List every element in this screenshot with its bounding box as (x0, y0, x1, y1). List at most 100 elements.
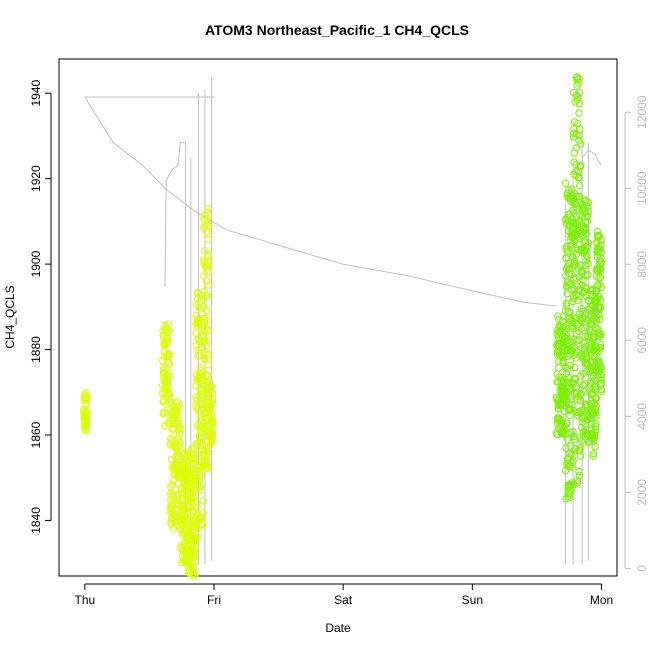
data-point (587, 420, 596, 428)
y2-tick-label: 10000 (635, 171, 649, 205)
data-point (561, 334, 570, 342)
data-point (186, 550, 195, 558)
data-point (573, 479, 582, 487)
data-point (166, 507, 174, 516)
data-point (196, 473, 204, 481)
data-point (195, 486, 203, 494)
data-point (572, 250, 581, 258)
data-point (209, 429, 217, 438)
secondary-line-early (164, 142, 186, 288)
data-point (578, 350, 586, 358)
data-point (573, 282, 581, 290)
data-point (208, 437, 216, 445)
data-point (565, 307, 573, 316)
data-point (596, 304, 604, 312)
data-point (563, 281, 571, 290)
data-point (193, 524, 201, 533)
data-point (207, 400, 216, 408)
data-point (175, 424, 184, 433)
data-point (563, 364, 572, 373)
data-point (192, 300, 200, 308)
data-point (574, 119, 582, 128)
data-point (207, 405, 215, 413)
data-point (200, 215, 208, 223)
data-point (164, 349, 173, 358)
data-point (575, 99, 583, 108)
data-point (581, 224, 589, 232)
data-point (575, 136, 583, 145)
data-point (202, 306, 211, 315)
data-point (563, 278, 572, 286)
data-point (573, 476, 581, 485)
y-tick-label: 1880 (29, 336, 43, 363)
data-point (581, 219, 589, 227)
data-point (577, 304, 586, 313)
data-point (587, 399, 595, 408)
data-point (82, 426, 90, 435)
data-point (167, 455, 176, 464)
y-tick-label: 1860 (29, 421, 43, 448)
data-point (193, 422, 201, 430)
data-point (205, 389, 213, 398)
data-point (563, 289, 571, 298)
data-point (582, 400, 591, 408)
data-point (595, 281, 603, 289)
data-point (563, 213, 572, 222)
data-point (81, 426, 89, 434)
data-point (597, 364, 606, 372)
data-point (161, 383, 170, 392)
data-point (554, 312, 562, 320)
data-point (195, 369, 204, 378)
data-point (565, 489, 574, 498)
data-point (569, 457, 577, 465)
data-point (201, 259, 209, 267)
data-point (196, 394, 205, 402)
data-point (562, 390, 571, 398)
data-point (81, 407, 89, 415)
data-point (579, 354, 587, 363)
data-point (577, 267, 586, 275)
y-axis: 1840 1860 1880 1900 1920 1940 (29, 80, 52, 534)
data-point (575, 78, 583, 87)
data-point (570, 228, 578, 237)
data-point (200, 447, 208, 456)
data-point (159, 367, 167, 375)
data-point (82, 415, 90, 424)
data-point (196, 512, 204, 520)
y-tick-label: 1920 (29, 165, 43, 192)
data-point (202, 371, 210, 380)
data-point (566, 449, 574, 458)
data-point (192, 440, 201, 448)
data-point (595, 347, 603, 355)
data-point (79, 405, 88, 414)
data-point (577, 324, 586, 333)
data-point (597, 376, 605, 384)
data-point (204, 258, 212, 266)
data-point (561, 307, 570, 315)
x-axis: Thu Fri Sat Sun Mon (74, 583, 613, 607)
data-point (571, 319, 579, 328)
data-point (165, 360, 174, 368)
data-point (562, 444, 570, 452)
data-point (557, 384, 565, 393)
data-point (569, 335, 578, 343)
data-point (163, 387, 171, 395)
data-point (588, 338, 596, 346)
y-axis-label: CH4_QCLS (3, 285, 17, 348)
data-point (592, 317, 601, 325)
data-point (579, 369, 588, 378)
data-point (559, 358, 567, 367)
data-point (200, 338, 208, 346)
data-point (562, 419, 571, 427)
secondary-line (84, 96, 557, 307)
data-point (575, 467, 583, 476)
data-point (576, 452, 585, 460)
data-point (170, 402, 178, 410)
data-point (571, 375, 579, 384)
data-point (167, 483, 175, 491)
y2-tick-label: 4000 (635, 403, 649, 430)
data-point (588, 365, 596, 374)
data-point (163, 390, 171, 399)
data-point (81, 394, 90, 402)
data-point (587, 390, 596, 398)
